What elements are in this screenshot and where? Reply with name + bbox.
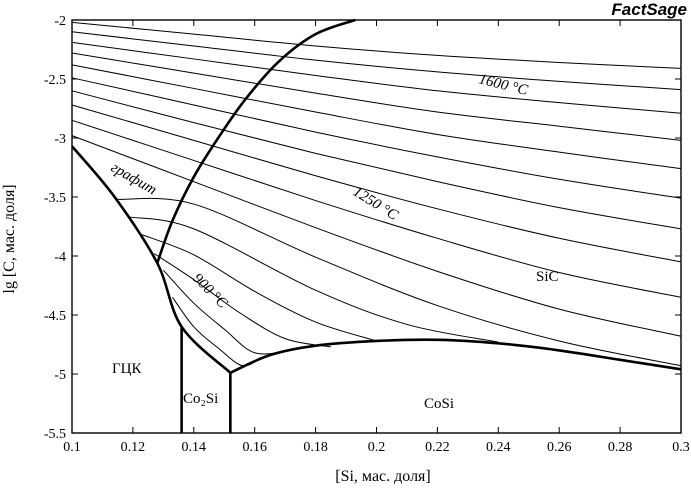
y-tick-label: -2.5 bbox=[44, 73, 66, 88]
x-tick-label: 0.16 bbox=[242, 440, 267, 455]
isotherm-line-13 bbox=[141, 234, 377, 342]
y-tick-label: -5.5 bbox=[44, 427, 66, 442]
x-tick-label: 0.3 bbox=[672, 440, 690, 455]
label-1600c: 1600 °C bbox=[477, 71, 530, 99]
isotherm-line-9 bbox=[71, 119, 682, 298]
isotherm-line-6 bbox=[71, 77, 682, 199]
y-tick-label: -3 bbox=[54, 132, 66, 147]
isotherm-line-10 bbox=[71, 135, 682, 337]
x-tick-label: 0.24 bbox=[486, 440, 511, 455]
isotherm-line-2 bbox=[71, 31, 682, 91]
isotherm-line-8 bbox=[71, 104, 682, 263]
y-axis-label: lg [C, мас. доля] bbox=[1, 184, 18, 293]
y-tick-label: -4.5 bbox=[44, 309, 66, 324]
isotherm-line-7 bbox=[71, 90, 682, 230]
x-tick-label: 0.28 bbox=[608, 440, 633, 455]
y-tick-label: -4 bbox=[54, 250, 66, 265]
y-tick-label: -5 bbox=[54, 368, 66, 383]
label-1250c: 1250 °C bbox=[350, 184, 402, 224]
x-tick-label: 0.26 bbox=[547, 440, 572, 455]
plot-frame bbox=[71, 19, 682, 434]
label-co2si: Co₂Si bbox=[183, 391, 218, 407]
y-tick-label: -2 bbox=[54, 14, 66, 29]
phase-boundaries bbox=[71, 18, 682, 433]
isotherm-line-3 bbox=[71, 41, 682, 114]
x-tick-label: 0.12 bbox=[121, 440, 146, 455]
label-sic: SiC bbox=[536, 269, 559, 285]
y-axis-ticks: -2 -2.5 -3 -3.5 -4 -4.5 -5 -5.5 bbox=[44, 14, 681, 442]
isotherm-line-15 bbox=[162, 269, 292, 355]
x-tick-label: 0.2 bbox=[368, 440, 386, 455]
y-tick-label: -3.5 bbox=[44, 191, 66, 206]
isotherm-line-14 bbox=[153, 253, 331, 348]
x-tick-label: 0.18 bbox=[303, 440, 328, 455]
phase-boundary-3 bbox=[229, 338, 682, 375]
label-900c: 900 °C bbox=[189, 271, 231, 313]
isotherm-lines bbox=[71, 21, 682, 367]
x-tick-label: 0.22 bbox=[425, 440, 450, 455]
label-cosi: CoSi bbox=[424, 396, 454, 412]
isotherm-line-11 bbox=[117, 197, 682, 367]
x-axis-label: [Si, мас. доля] bbox=[335, 468, 431, 485]
isotherm-line-12 bbox=[129, 216, 499, 343]
isotherm-line-1 bbox=[71, 21, 682, 69]
label-fcc: ГЦК bbox=[112, 361, 143, 377]
phase-boundary-2 bbox=[156, 18, 356, 264]
isotherm-line-4 bbox=[71, 52, 682, 141]
x-tick-label: 0.1 bbox=[63, 440, 81, 455]
isotherm-line-5 bbox=[71, 64, 682, 170]
factsage-logo: FactSage bbox=[611, 0, 687, 19]
x-axis-ticks: 0.1 0.12 0.14 0.16 0.18 0.2 0.22 0.24 0.26 0.28 0.… bbox=[63, 20, 690, 455]
x-tick-label: 0.14 bbox=[182, 440, 207, 455]
